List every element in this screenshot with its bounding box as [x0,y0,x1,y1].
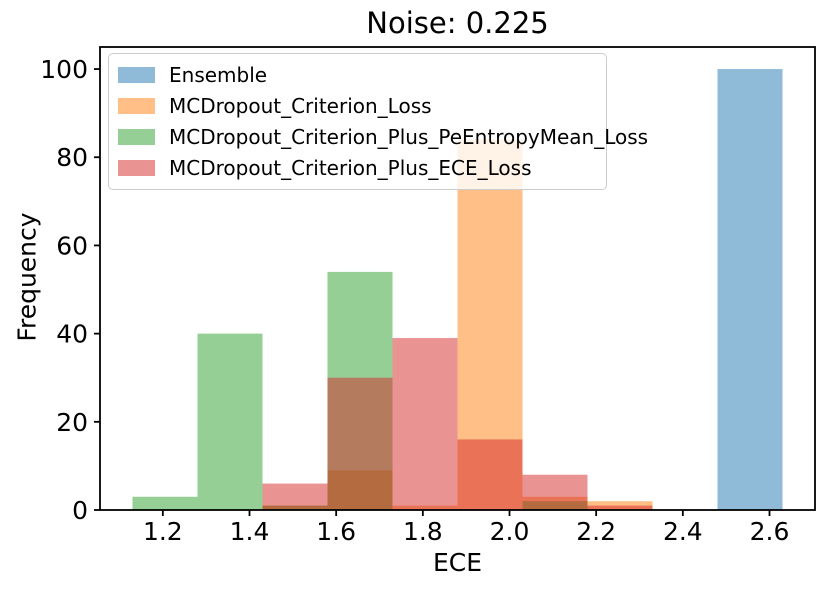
histogram-bar-series3-bin2 [262,483,328,510]
histogram-bar-series3-bin4 [392,338,458,510]
y-tick-label: 20 [56,408,88,437]
legend-swatch-pe-entropy-mean-loss [118,129,155,146]
y-tick-label: 80 [56,143,88,172]
legend-label-ensemble: Ensemble [169,62,268,87]
x-tick-label: 2.2 [576,517,616,546]
y-tick-label: 60 [56,231,88,260]
legend-swatch-ensemble [118,66,155,83]
y-axis-label: Frequency [12,212,42,342]
x-tick-label: 2.6 [750,517,790,546]
histogram-bar-series0-bin9 [717,69,783,511]
x-tick-label: 1.2 [143,517,183,546]
histogram-bar-series1-bin7 [587,501,653,510]
x-axis-label: ECE [432,548,483,577]
histogram-bar-series3-bin6 [522,474,588,510]
histogram-bar-series2-bin0 [132,496,198,510]
y-tick-label: 0 [72,496,88,525]
legend: Ensemble MCDropout_Criterion_Loss MCDrop… [108,53,648,190]
legend-swatch-mcdropout-criterion-loss [118,97,155,114]
x-tick-label: 1.8 [403,517,443,546]
legend-item-mcdropout-criterion-loss: MCDropout_Criterion_Loss [118,90,598,121]
histogram-bar-series2-bin1 [197,333,263,510]
legend-item-ece-loss: MCDropout_Criterion_Plus_ECE_Loss [118,153,598,184]
legend-label-pe-entropy-mean-loss: MCDropout_Criterion_Plus_PeEntropyMean_L… [169,125,649,150]
histogram-bar-series3-bin3 [327,377,393,510]
legend-item-ensemble: Ensemble [118,59,598,90]
chart-title: Noise: 0.225 [366,6,549,40]
x-tick-label: 1.4 [230,517,270,546]
legend-item-pe-entropy-mean-loss: MCDropout_Criterion_Plus_PeEntropyMean_L… [118,122,648,153]
legend-swatch-ece-loss [118,160,155,177]
legend-label-mcdropout-criterion-loss: MCDropout_Criterion_Loss [169,93,432,118]
histogram-bar-series3-bin7 [587,505,653,510]
x-tick-label: 1.6 [316,517,356,546]
plot-spines [99,46,816,511]
y-tick-label: 40 [56,320,88,349]
x-tick-label: 2.4 [663,517,703,546]
y-tick-label: 100 [40,55,88,84]
x-tick-label: 2.0 [490,517,530,546]
histogram-bar-series3-bin5 [457,439,523,510]
legend-label-ece-loss: MCDropout_Criterion_Plus_ECE_Loss [169,156,532,181]
